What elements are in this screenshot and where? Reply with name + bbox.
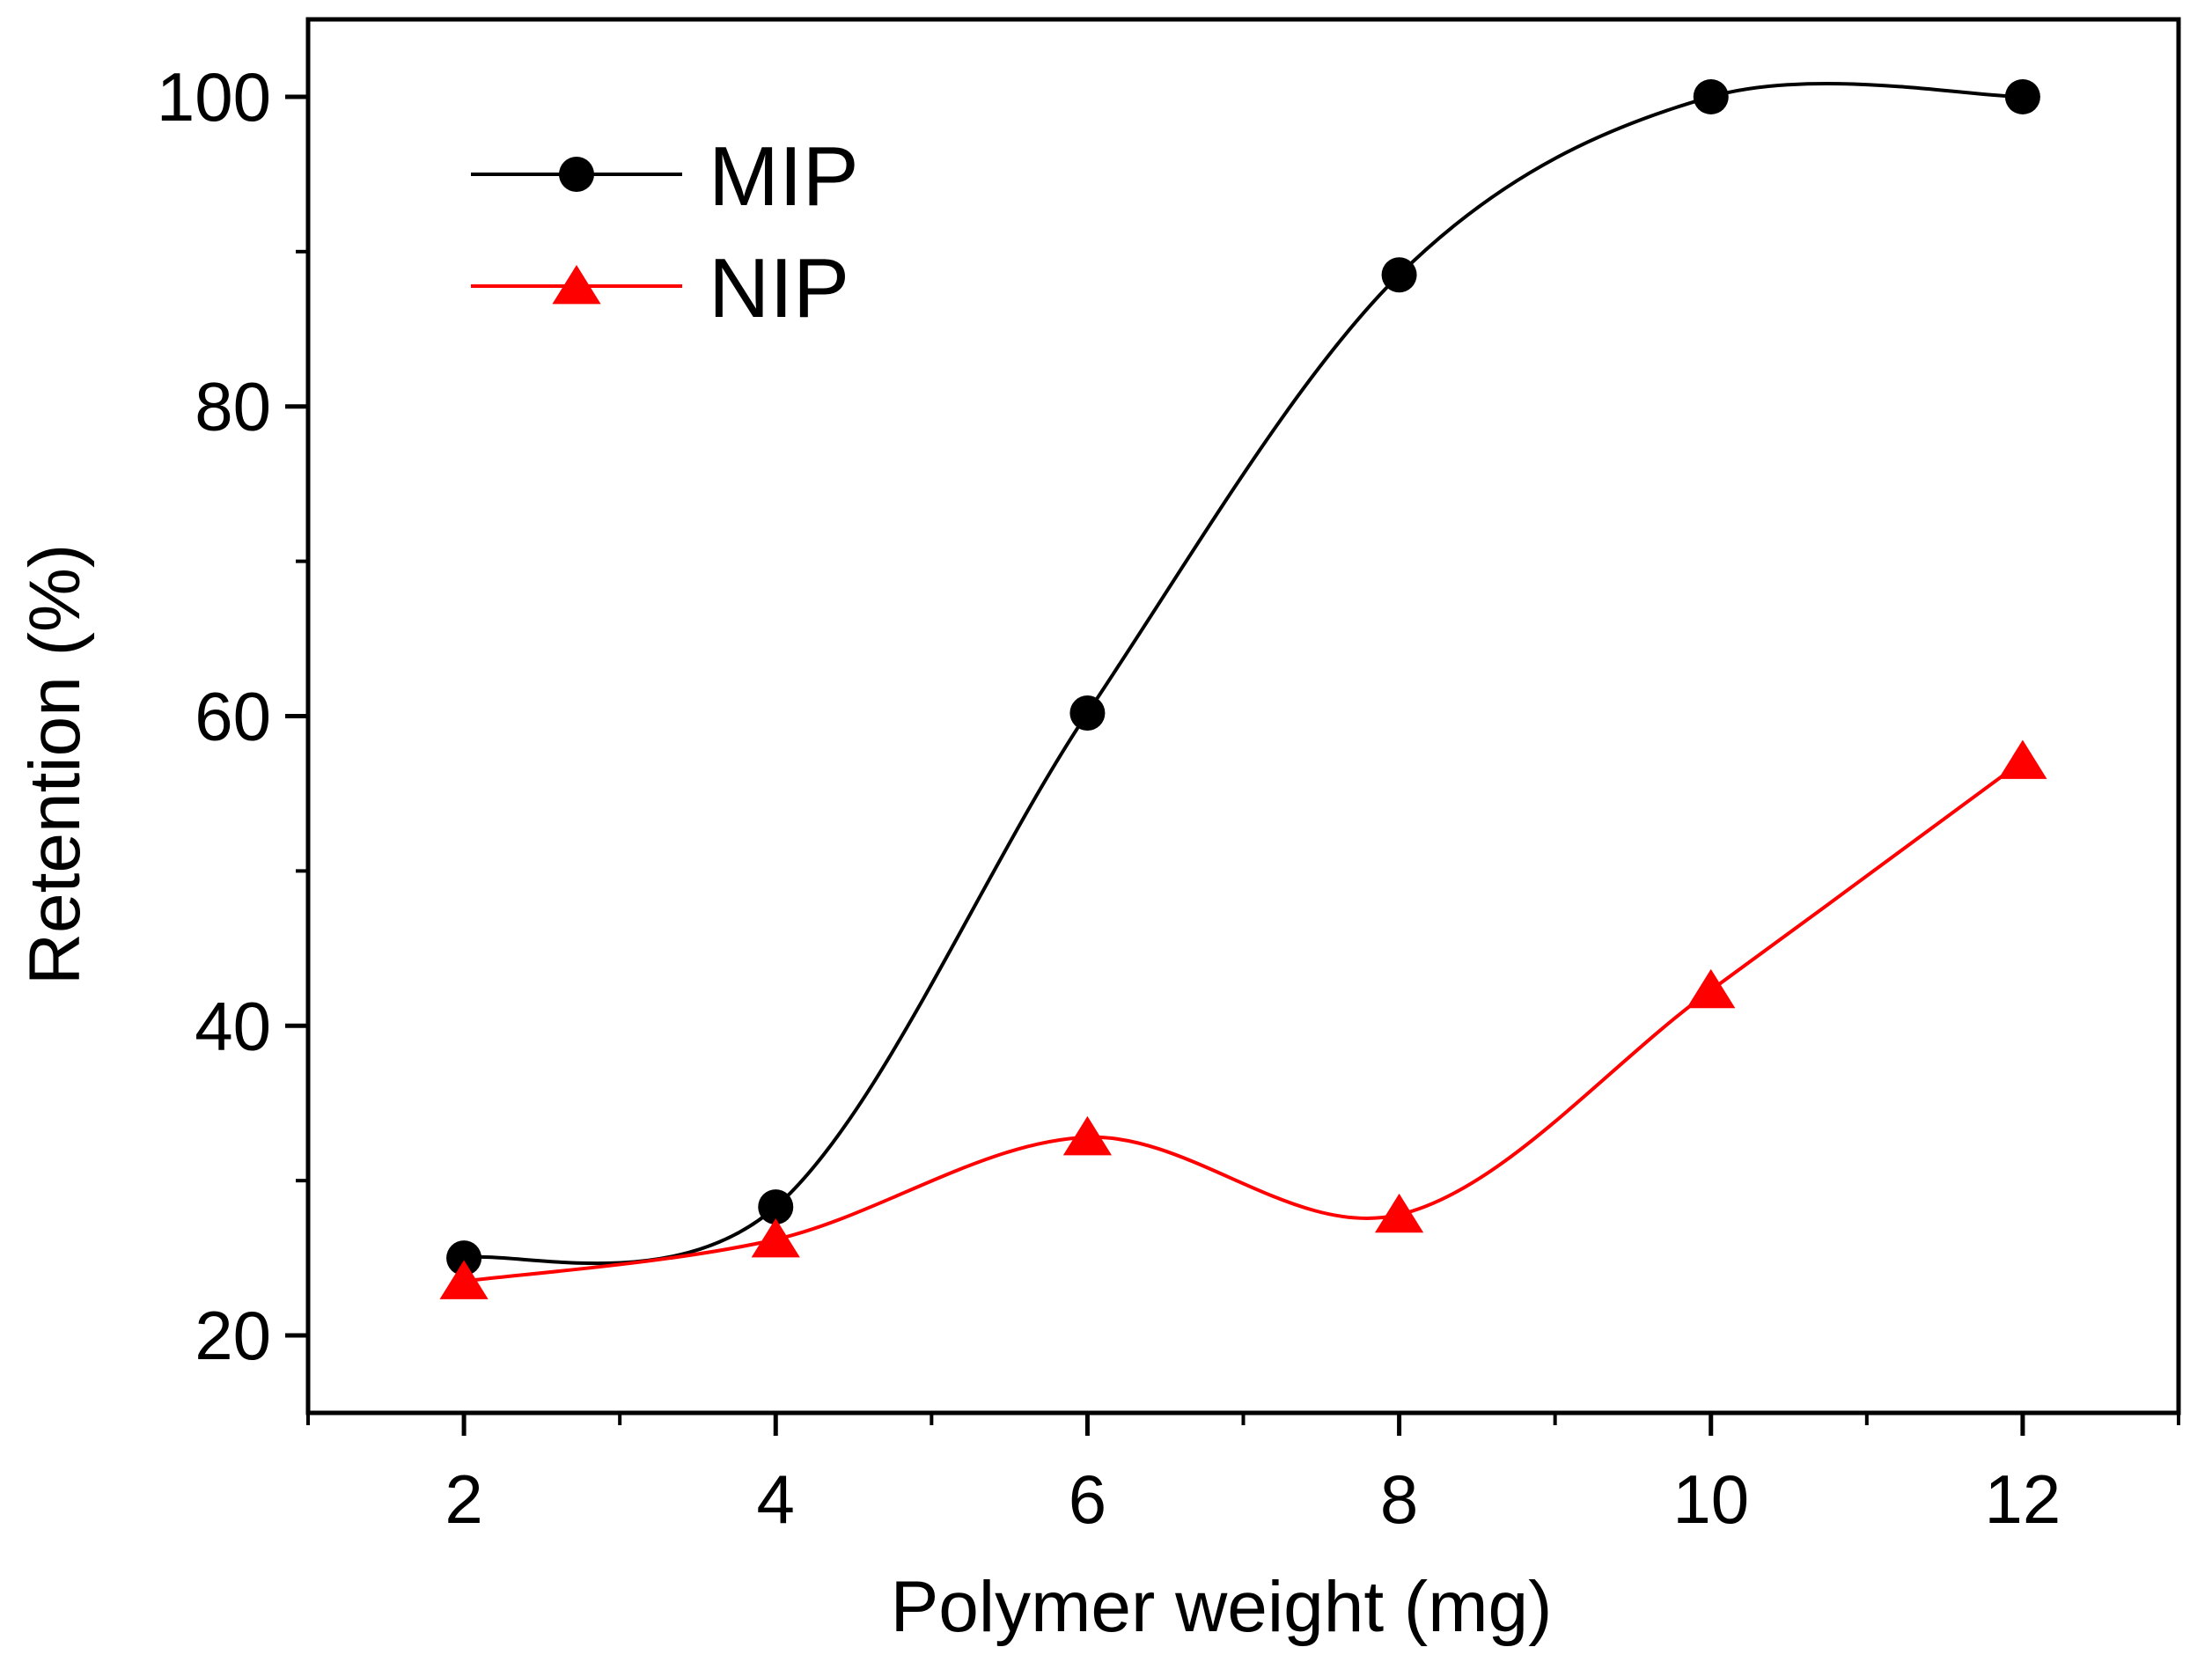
x-tick-label: 8: [1380, 1460, 1418, 1538]
data-point-nip: [1998, 739, 2047, 779]
x-tick-label: 12: [1985, 1460, 2061, 1538]
y-tick-label: 100: [157, 58, 271, 136]
legend-label-nip: NIP: [709, 241, 849, 335]
x-tick-label: 2: [445, 1460, 482, 1538]
data-point-mip: [1381, 257, 1417, 293]
data-point-nip: [751, 1218, 800, 1258]
data-point-mip: [1069, 695, 1106, 731]
y-tick-label: 60: [195, 678, 271, 755]
x-axis-ticks: 2 4 6 8 10 12: [306, 1413, 2180, 1538]
y-tick-label: 80: [195, 368, 271, 445]
series-line-nip: [463, 759, 2025, 1283]
y-axis-ticks: 20 40 60 80 100: [157, 58, 308, 1374]
data-point-mip: [758, 1189, 794, 1225]
data-point-mip: [1693, 78, 1729, 114]
data-point-mip: [446, 1240, 482, 1276]
data-point-nip: [439, 1260, 489, 1299]
data-point-mip: [2004, 78, 2040, 114]
x-tick-label: 6: [1069, 1460, 1106, 1538]
x-tick-label: 4: [757, 1460, 795, 1538]
x-axis-title: Polymer weight (mg): [891, 1567, 1553, 1647]
series-markers: [439, 78, 2047, 1299]
legend-marker-mip: [559, 157, 594, 192]
y-tick-label: 20: [195, 1297, 271, 1374]
data-point-nip: [1062, 1115, 1113, 1156]
legend: MIP NIP: [471, 129, 859, 335]
data-point-nip: [1687, 968, 1736, 1009]
x-tick-label: 10: [1672, 1460, 1749, 1538]
legend-label-mip: MIP: [709, 129, 859, 224]
data-point-nip: [1374, 1193, 1424, 1233]
y-tick-label: 40: [195, 987, 271, 1064]
legend-marker-nip: [552, 265, 601, 305]
y-axis-title: Retention (%): [15, 544, 95, 985]
